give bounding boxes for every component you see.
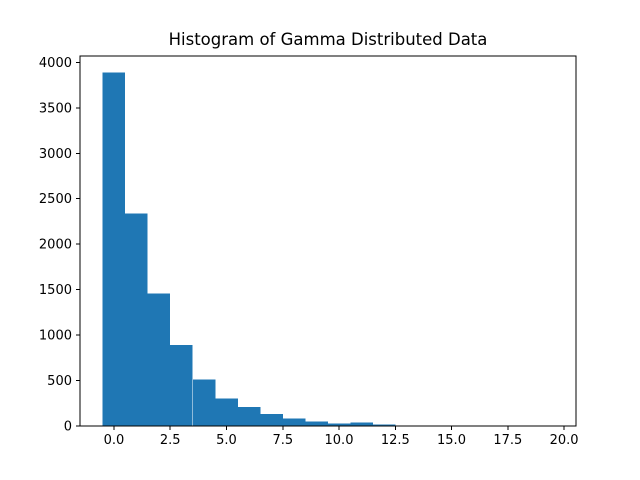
x-tick-label: 10.0: [325, 433, 354, 448]
y-tick-label: 2500: [39, 192, 72, 207]
x-tick-label: 15.0: [437, 433, 466, 448]
histogram-bar: [102, 72, 126, 427]
x-tick-label: 2.5: [160, 433, 181, 448]
histogram-bar: [372, 424, 396, 426]
y-tick-label: 2000: [39, 238, 72, 253]
chart-title: Histogram of Gamma Distributed Data: [168, 30, 488, 49]
x-tick-label: 17.5: [493, 433, 522, 448]
y-tick-label: 500: [47, 374, 72, 389]
x-tick-label: 20.0: [550, 433, 579, 448]
x-tick-label: 12.5: [381, 433, 410, 448]
histogram-bar: [260, 414, 283, 426]
x-tick-label: 0.0: [104, 433, 125, 448]
y-tick-label: 4000: [39, 56, 72, 71]
histogram-bar: [125, 213, 148, 426]
y-tick-label: 0: [64, 420, 72, 435]
y-tick-label: 3000: [39, 147, 72, 162]
x-tick-label: 5.0: [216, 433, 237, 448]
axes-spines: [79, 55, 577, 427]
histogram-bar: [147, 293, 171, 426]
histogram-bar: [192, 379, 216, 426]
histogram-bar: [215, 398, 238, 426]
y-tick-label: 1000: [39, 329, 72, 344]
histogram-bar: [170, 345, 193, 426]
histogram-bar: [305, 421, 328, 426]
x-tick-label: 7.5: [272, 433, 293, 448]
histogram-bar: [350, 422, 373, 426]
histogram-bar: [327, 423, 351, 426]
y-tick-label: 3500: [39, 101, 72, 116]
histogram-bar: [237, 406, 261, 426]
y-tick-label: 1500: [39, 283, 72, 298]
histogram-bar: [282, 418, 306, 426]
